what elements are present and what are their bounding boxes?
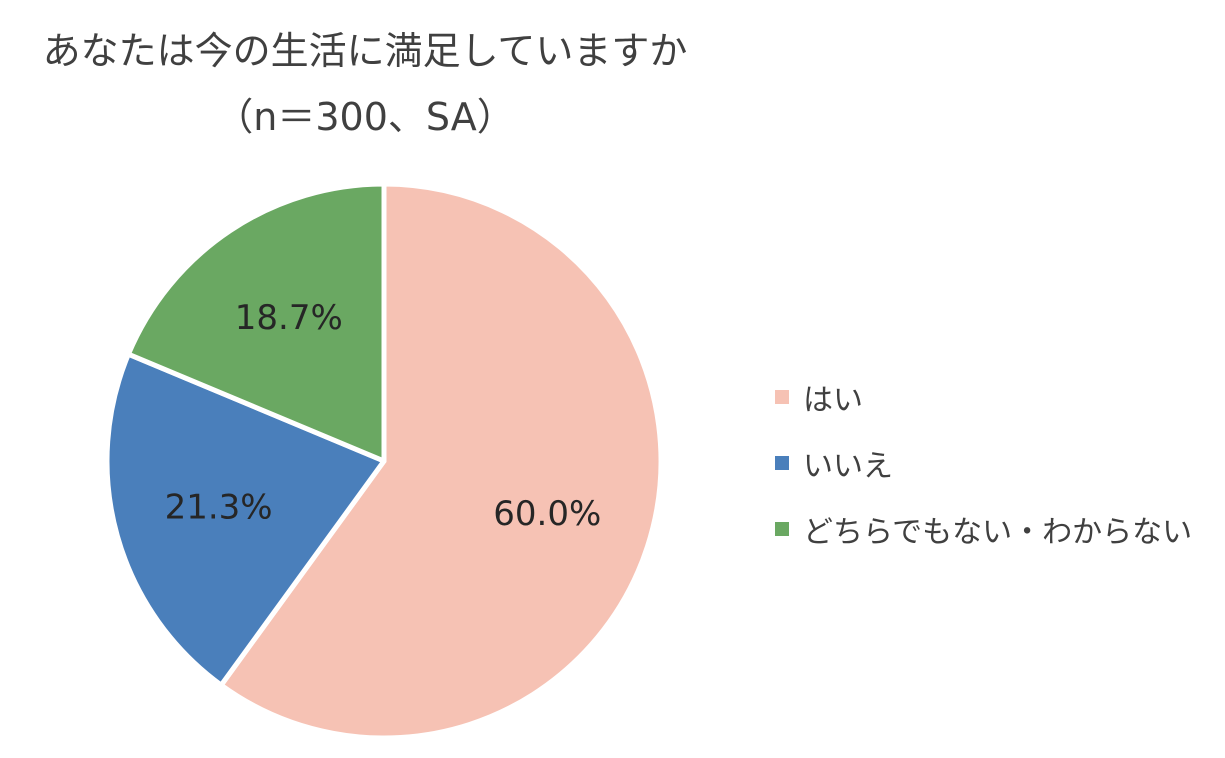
pie-slice-no	[104, 351, 387, 688]
legend-label-no: いいえ	[803, 449, 893, 484]
legend-label-neutral: どちらでもない・わからない	[803, 515, 1193, 550]
legend-swatch-neutral	[775, 522, 789, 536]
data-label-yes: 60.0%	[493, 494, 601, 534]
legend-swatch-no	[775, 456, 789, 470]
legend-item-neutral: どちらでもない・わからない	[775, 504, 1192, 554]
legend-label-yes: はい	[803, 383, 863, 418]
pie-slice-yes	[218, 181, 664, 741]
legend-swatch-yes	[775, 390, 789, 404]
pie-plot-area: 60.0% 21.3% 18.7%	[104, 181, 664, 741]
legend-item-yes: はい	[775, 372, 1192, 422]
legend-item-no: いいえ	[775, 438, 1192, 488]
pie-slice-neutral	[125, 181, 387, 464]
chart-subtitle: （n＝300、SA）	[215, 95, 515, 139]
legend: はい いいえ どちらでもない・わからない	[775, 372, 1192, 570]
data-label-neutral: 18.7%	[235, 298, 343, 338]
data-label-no: 21.3%	[165, 487, 273, 527]
chart-title: あなたは今の生活に満足していますか	[42, 29, 688, 73]
